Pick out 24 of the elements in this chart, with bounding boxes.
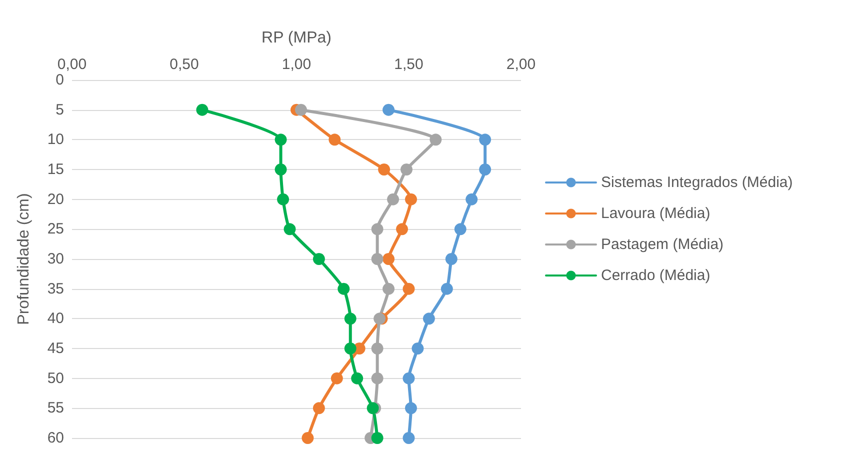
y-tick-label: 55 bbox=[47, 400, 64, 417]
x-axis-title: RP (MPa) bbox=[262, 30, 332, 46]
legend-label: Sistemas Integrados (Média) bbox=[601, 174, 793, 191]
y-tick-label: 5 bbox=[56, 101, 64, 118]
y-tick-label: 40 bbox=[47, 310, 64, 328]
y-tick-label: 20 bbox=[47, 190, 64, 208]
y-tick-label: 30 bbox=[47, 250, 64, 268]
y-tick-label: 60 bbox=[47, 430, 64, 446]
x-tick-label: 1,00 bbox=[282, 56, 312, 73]
y-tick-label: 10 bbox=[47, 131, 64, 148]
y-tick-label: 25 bbox=[47, 220, 64, 238]
x-tick-label: 0,50 bbox=[170, 56, 199, 73]
y-tick-label: 50 bbox=[47, 370, 64, 387]
y-tick-label: 0 bbox=[56, 72, 64, 88]
y-tick-label: 15 bbox=[47, 161, 64, 178]
legend-label: Lavoura (Média) bbox=[601, 205, 710, 222]
y-tick-label: 45 bbox=[47, 340, 64, 357]
y-axis-title: Profundidade (cm) bbox=[16, 193, 32, 325]
x-tick-label: 0,00 bbox=[57, 56, 87, 73]
x-tick-label: 1,50 bbox=[394, 56, 424, 73]
x-tick-label: 2,00 bbox=[506, 56, 536, 73]
legend-label: Cerrado (Média) bbox=[601, 267, 710, 284]
y-tick-label: 35 bbox=[47, 280, 64, 298]
legend-label: Pastagem (Média) bbox=[601, 236, 724, 253]
